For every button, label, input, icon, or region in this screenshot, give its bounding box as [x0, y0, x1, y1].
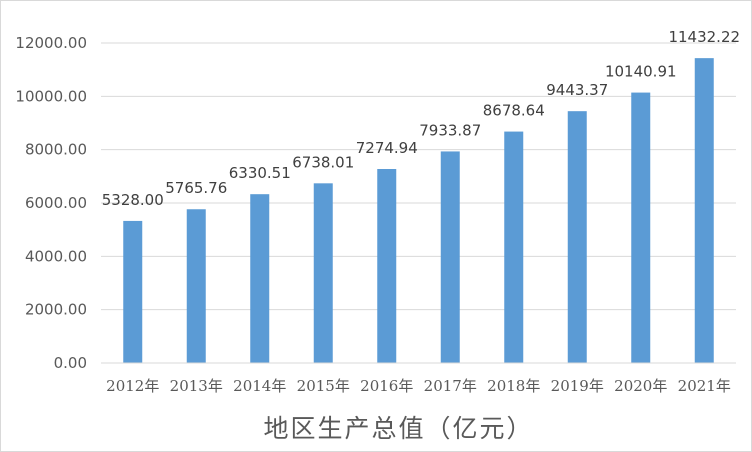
x-tick-label: 2019年 — [551, 377, 604, 395]
bars — [123, 58, 714, 363]
x-axis-ticks: 2012年 2013年 2014年 2015年 2016年 2017年 2018年 2019年… — [106, 377, 731, 395]
x-tick-label: 2020年 — [614, 377, 667, 395]
y-tick-label: 6000.00 — [25, 194, 87, 212]
data-label: 6330.51 — [229, 164, 291, 182]
y-tick-label: 10000.00 — [15, 87, 87, 105]
x-tick-label: 2021年 — [678, 377, 731, 395]
data-label: 10140.91 — [605, 63, 677, 81]
y-tick-label: 8000.00 — [25, 141, 87, 159]
bar — [631, 92, 651, 363]
data-label: 7274.94 — [356, 139, 418, 157]
x-tick-label: 2015年 — [297, 377, 350, 395]
data-label: 5328.00 — [102, 191, 164, 209]
bar — [694, 58, 714, 363]
x-tick-label: 2018年 — [487, 377, 540, 395]
data-label: 5765.76 — [165, 179, 227, 197]
bar — [250, 194, 270, 363]
bar — [504, 131, 524, 363]
x-tick-label: 2014年 — [233, 377, 286, 395]
bar — [186, 209, 206, 363]
x-tick-label: 2012年 — [106, 377, 159, 395]
bar — [440, 151, 460, 363]
data-label: 7933.87 — [419, 121, 481, 139]
x-tick-label: 2017年 — [424, 377, 477, 395]
gridlines — [101, 42, 736, 311]
x-tick-label: 2016年 — [360, 377, 413, 395]
bar — [313, 183, 333, 363]
y-axis-ticks: 0.00 2000.00 4000.00 6000.00 8000.00 10000.00… — [15, 34, 87, 372]
bar — [567, 111, 587, 363]
y-tick-label: 4000.00 — [25, 247, 87, 265]
data-label: 6738.01 — [292, 153, 354, 171]
bar — [123, 220, 143, 363]
data-labels: 5328.005765.766330.516738.017274.947933.… — [102, 28, 740, 209]
data-label: 9443.37 — [546, 81, 608, 99]
bar — [377, 169, 397, 363]
y-tick-label: 2000.00 — [25, 301, 87, 319]
y-tick-label: 0.00 — [54, 354, 87, 372]
y-tick-label: 12000.00 — [15, 34, 87, 52]
x-axis-title: 地区生产总值（亿元） — [263, 414, 533, 443]
x-tick-label: 2013年 — [170, 377, 223, 395]
data-label: 8678.64 — [483, 102, 545, 120]
data-label: 11432.22 — [668, 28, 740, 46]
